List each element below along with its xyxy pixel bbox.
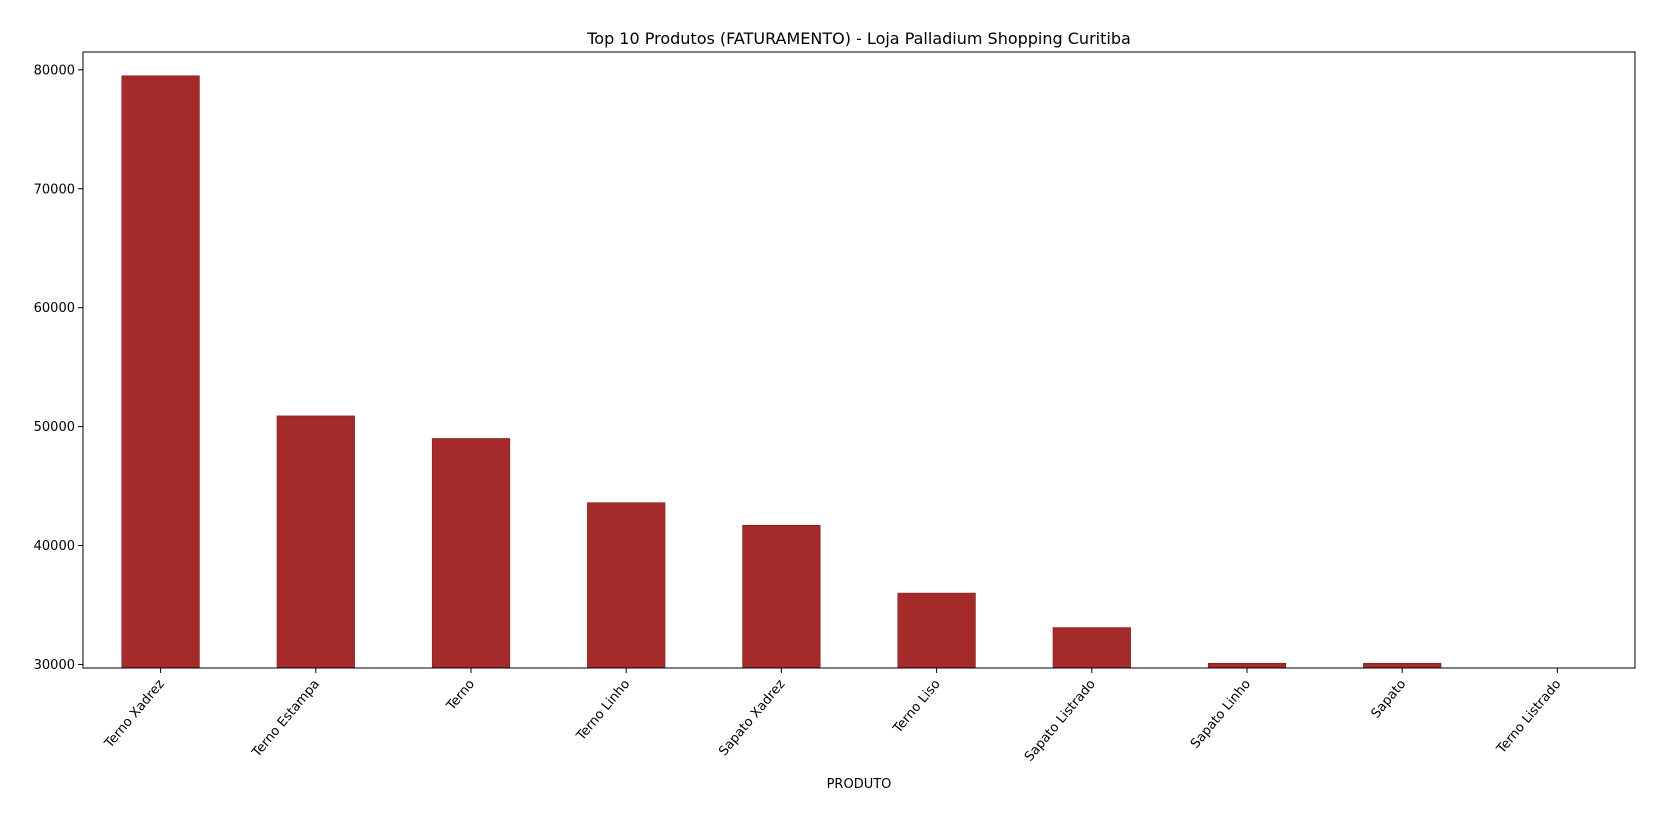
- x-tick-label: Terno: [443, 677, 478, 714]
- bar-sapato: [1363, 662, 1442, 669]
- y-tick-label: 40000: [34, 539, 75, 554]
- x-tick-label: Terno Linho: [573, 677, 633, 744]
- x-tick-label: Terno Estampa: [249, 677, 323, 761]
- x-tick-label: Sapato: [1369, 677, 1410, 722]
- bar-terno-estampa: [276, 415, 355, 669]
- y-axis: 30000 40000 50000 60000 70000 80000: [34, 63, 83, 673]
- chart-title: Top 10 Produtos (FATURAMENTO) - Loja Pal…: [586, 29, 1131, 48]
- y-tick-label: 80000: [34, 63, 75, 78]
- x-tick-label: Sapato Linho: [1188, 677, 1254, 752]
- y-tick-label: 60000: [34, 301, 75, 316]
- x-axis: Terno Xadrez Terno Estampa Terno Terno Linh…: [101, 668, 1564, 765]
- x-tick-label: Sapato Xadrez: [716, 677, 788, 759]
- bars-group: [121, 75, 1442, 669]
- x-tick-label: Terno Listrado: [1494, 677, 1565, 757]
- bar-terno-linho: [587, 502, 666, 669]
- y-tick-label: 30000: [34, 658, 75, 673]
- bar-terno: [431, 438, 511, 669]
- y-tick-label: 70000: [34, 182, 75, 197]
- y-tick-label: 50000: [34, 420, 75, 435]
- x-axis-label: PRODUTO: [827, 777, 892, 792]
- bar-sapato-linho: [1207, 662, 1287, 669]
- bar-terno-liso: [897, 592, 976, 669]
- x-tick-label: Terno Xadrez: [101, 677, 167, 752]
- bar-terno-xadrez: [121, 75, 200, 669]
- x-tick-label: Sapato Listrado: [1022, 677, 1099, 765]
- plot-frame: [82, 51, 1636, 669]
- bar-sapato-listrado: [1052, 627, 1131, 669]
- x-tick-label: Terno Liso: [890, 677, 944, 737]
- bar-sapato-xadrez: [742, 524, 821, 669]
